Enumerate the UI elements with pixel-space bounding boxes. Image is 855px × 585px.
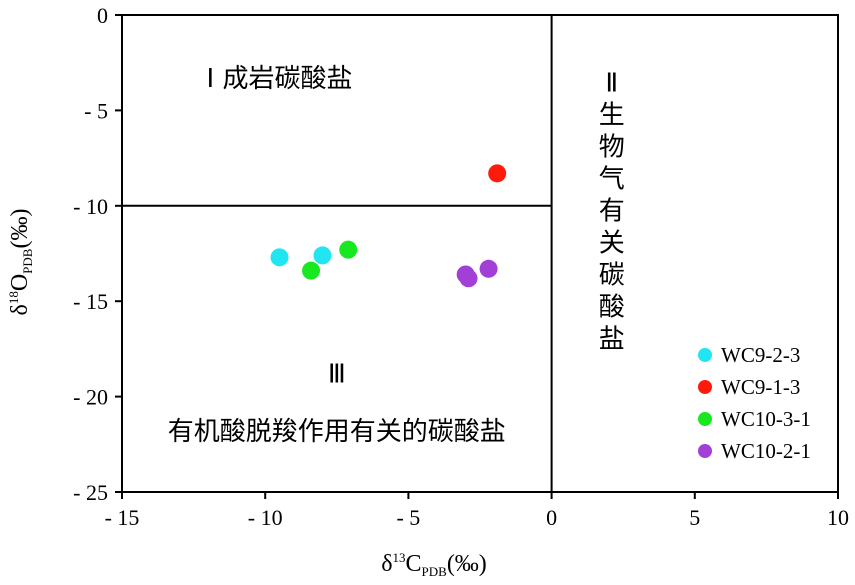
legend-marker (698, 380, 712, 394)
y-tick-label: - 5 (84, 98, 108, 123)
y-axis: 0 - 5 - 10 - 15 - 20 - 25 (73, 3, 122, 505)
data-point-WC9-1-3 (488, 164, 507, 183)
y-tick-label: 0 (97, 3, 108, 28)
data-point-WC10-2-1 (459, 269, 478, 288)
data-point-WC10-2-1 (479, 259, 498, 278)
legend-marker (698, 412, 712, 426)
data-point-WC9-2-3 (270, 248, 289, 267)
data-point-WC9-2-3 (313, 246, 332, 265)
region-label-char: 盐 (599, 324, 625, 354)
legend-label: WC10-3-1 (721, 407, 811, 431)
data-point-WC10-3-1 (339, 240, 358, 259)
y-axis-title: δ18OPDB(‰) (6, 209, 35, 316)
legend-marker (698, 444, 712, 458)
legend-item: WC9-2-3 (698, 343, 800, 367)
legend-item: WC10-3-1 (698, 407, 811, 431)
y-tick-label: - 25 (73, 480, 108, 505)
region-label-3: Ⅲ (328, 360, 346, 390)
legend-marker (698, 348, 712, 362)
region-label-char: 关 (599, 228, 625, 258)
legend-item: WC9-1-3 (698, 375, 800, 399)
x-tick-label: - 5 (396, 505, 420, 530)
region-label-char: 有 (599, 196, 625, 226)
legend-label: WC10-2-1 (721, 439, 811, 463)
region-label-char: 酸 (599, 292, 625, 322)
y-tick-label: - 10 (73, 194, 108, 219)
region-lines (122, 15, 553, 492)
x-axis: - 15 - 10 - 5 0 5 10 (105, 492, 849, 530)
x-tick-label: 0 (546, 505, 557, 530)
region-label-char: Ⅱ (605, 68, 618, 98)
x-tick-label: 10 (827, 505, 849, 530)
x-axis-title: δ13CPDB(‰) (381, 550, 487, 579)
region-label-char: 气 (599, 164, 625, 194)
region-label-char: 生 (599, 100, 625, 130)
x-tick-label: 5 (689, 505, 700, 530)
plot-frame (121, 14, 839, 493)
y-tick-label: - 20 (73, 385, 108, 410)
legend-label: WC9-1-3 (721, 375, 800, 399)
region-label-char: 碳 (599, 260, 625, 290)
x-tick-label: - 15 (105, 505, 140, 530)
region-label-char: 物 (599, 132, 625, 162)
y-tick-label: - 15 (73, 289, 108, 314)
legend-item: WC10-2-1 (698, 439, 811, 463)
legend-label: WC9-2-3 (721, 343, 800, 367)
x-tick-label: - 10 (248, 505, 283, 530)
data-points (270, 164, 507, 288)
legend: WC9-2-3 WC9-1-3 WC10-3-1 WC10-2-1 (698, 343, 811, 463)
plot-border (121, 14, 839, 493)
region-label-4: 有机酸脱羧作用有关的碳酸盐 (168, 417, 506, 447)
data-point-WC10-3-1 (302, 261, 321, 280)
region-label-1: Ⅰ 成岩碳酸盐 (207, 64, 353, 94)
